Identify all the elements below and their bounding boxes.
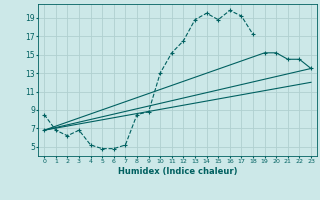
X-axis label: Humidex (Indice chaleur): Humidex (Indice chaleur) xyxy=(118,167,237,176)
